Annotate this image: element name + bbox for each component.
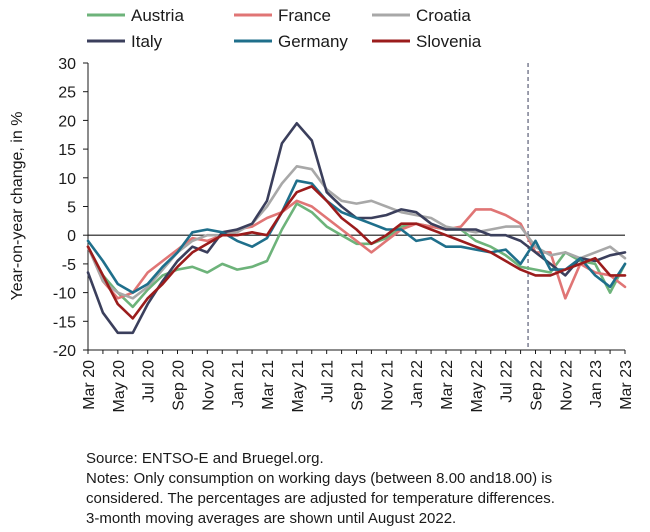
x-tick-label: Nov 22 xyxy=(558,360,575,411)
x-tick-label: May 22 xyxy=(469,360,486,413)
notes-line-2: considered. The percentages are adjusted… xyxy=(86,490,555,507)
y-tick-label: -5 xyxy=(62,257,76,274)
legend-item-croatia: Croatia xyxy=(372,6,471,25)
y-tick-label: 20 xyxy=(58,113,76,130)
y-tick-label: 30 xyxy=(58,56,76,73)
x-tick-label: Nov 20 xyxy=(200,360,217,411)
legend-label: France xyxy=(278,6,331,25)
x-tick-label: Mar 23 xyxy=(618,360,635,410)
x-tick-label: Nov 21 xyxy=(379,360,396,411)
y-tick-label: -10 xyxy=(53,286,76,303)
series-line-germany xyxy=(86,179,627,294)
x-tick-label: Mar 21 xyxy=(260,360,277,410)
x-tick-label: May 21 xyxy=(290,360,307,413)
y-tick-label: 0 xyxy=(67,228,76,245)
legend-label: Croatia xyxy=(416,6,471,25)
x-tick-label: Mar 20 xyxy=(81,360,98,410)
y-tick-label: 15 xyxy=(58,142,76,159)
x-tick-label: Jul 20 xyxy=(141,360,158,403)
y-axis: -20 -15 -10 -5 0 5 10 15 20 25 30 xyxy=(53,56,89,360)
legend-item-germany: Germany xyxy=(234,32,348,51)
x-tick-label: Jan 22 xyxy=(409,360,426,408)
x-tick-label: May 20 xyxy=(111,360,128,413)
legend-label: Austria xyxy=(131,6,184,25)
legend-item-italy: Italy xyxy=(87,32,163,51)
y-tick-label: 10 xyxy=(58,171,76,188)
legend-item-france: France xyxy=(234,6,331,25)
notes: Source: ENTSO-E and Bruegel.org. Notes: … xyxy=(86,449,646,529)
notes-line-1: Notes: Only consumption on working days … xyxy=(86,470,553,487)
source-note: Source: ENTSO-E and Bruegel.org. xyxy=(86,450,324,467)
legend-label: Italy xyxy=(131,32,163,51)
legend-label: Slovenia xyxy=(416,32,482,51)
legend-item-austria: Austria xyxy=(87,6,184,25)
legend-label: Germany xyxy=(278,32,348,51)
notes-line-3: 3-month moving averages are shown until … xyxy=(86,510,457,527)
x-tick-label: Jul 21 xyxy=(320,360,337,403)
x-axis: Mar 20 May 20 Jul 20 Sep 20 Nov 20 Jan 21 Mar … xyxy=(81,349,635,413)
legend: Austria France Croatia Italy Germany Slovenia xyxy=(87,6,482,51)
series-line-france xyxy=(86,199,627,300)
y-tick-label: -15 xyxy=(53,314,76,331)
x-tick-label: Sep 22 xyxy=(529,360,546,411)
y-axis-label: Year-on-year change, in % xyxy=(9,112,26,301)
x-tick-label: Jan 21 xyxy=(230,360,247,408)
x-tick-label: Jan 23 xyxy=(588,360,605,408)
series-line-slovenia xyxy=(86,185,627,320)
plot-area xyxy=(86,63,627,350)
series-line-austria xyxy=(86,202,627,309)
x-tick-label: Mar 22 xyxy=(439,360,456,410)
y-tick-label: -20 xyxy=(53,343,76,360)
x-tick-label: Jul 22 xyxy=(499,360,516,403)
x-tick-label: Sep 21 xyxy=(350,360,367,411)
y-tick-label: 5 xyxy=(67,200,76,217)
y-tick-label: 25 xyxy=(58,85,76,102)
legend-item-slovenia: Slovenia xyxy=(372,32,482,51)
x-tick-label: Sep 20 xyxy=(171,360,188,411)
